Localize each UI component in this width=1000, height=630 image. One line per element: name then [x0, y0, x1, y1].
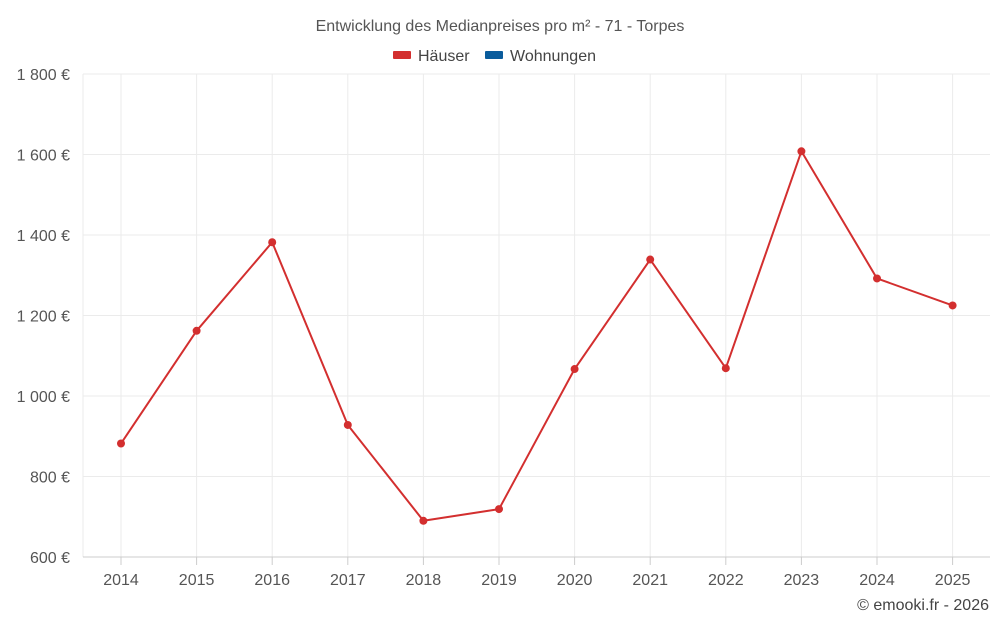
data-point-haeuser-2018[interactable] — [419, 516, 428, 525]
y-tick-label: 1 000 € — [17, 389, 70, 406]
data-point-haeuser-2020[interactable] — [570, 365, 579, 374]
data-point-haeuser-2021[interactable] — [646, 255, 655, 264]
data-point-haeuser-2019[interactable] — [495, 505, 503, 514]
data-point-haeuser-2022[interactable] — [721, 364, 730, 373]
x-tick-label: 2015 — [179, 572, 215, 589]
credit-text: © emooki.fr - 2026 — [857, 597, 989, 614]
legend-swatch-wohnungen[interactable] — [485, 51, 503, 59]
data-point-haeuser-2024[interactable] — [873, 274, 881, 283]
x-tick-label: 2019 — [481, 572, 517, 589]
y-tick-label: 600 € — [30, 550, 70, 567]
data-point-haeuser-2017[interactable] — [343, 420, 352, 429]
data-point-haeuser-2014[interactable] — [117, 439, 125, 448]
legend-label-wohnungen[interactable]: Wohnungen — [510, 48, 596, 65]
legend-swatch-haeuser[interactable] — [393, 51, 411, 59]
x-tick-label: 2016 — [254, 572, 290, 589]
x-tick-label: 2018 — [406, 572, 442, 589]
data-point-haeuser-2023[interactable] — [797, 147, 806, 156]
x-tick-label: 2017 — [330, 572, 366, 589]
data-point-haeuser-2016[interactable] — [268, 238, 277, 247]
x-tick-label: 2014 — [103, 572, 139, 589]
y-tick-label: 1 200 € — [17, 309, 70, 326]
axes: 600 € 800 € 1 000 € 1 200 € 1 400 € 1 600 € 1 … — [17, 67, 990, 589]
series-line-haeuser — [120, 150, 953, 522]
x-tick-label: 2021 — [632, 572, 668, 589]
y-tick-label: 1 600 € — [17, 148, 70, 165]
chart-title: Entwicklung des Medianpreises pro m² - 7… — [316, 18, 685, 35]
x-tick-label: 2023 — [784, 572, 820, 589]
legend-label-haeuser[interactable]: Häuser — [418, 48, 470, 65]
y-tick-label: 800 € — [30, 470, 70, 487]
data-point-haeuser-2025[interactable] — [948, 301, 957, 310]
x-tick-label: 2025 — [935, 572, 971, 589]
y-tick-label: 1 800 € — [17, 67, 70, 84]
x-tick-label: 2022 — [708, 572, 744, 589]
legend: Häuser Wohnungen — [393, 48, 596, 65]
y-tick-label: 1 400 € — [17, 228, 70, 245]
data-point-haeuser-2015[interactable] — [192, 326, 201, 335]
gridlines — [82, 73, 990, 557]
series-layer — [117, 147, 957, 525]
x-tick-label: 2024 — [859, 572, 895, 589]
x-tick-label: 2020 — [557, 572, 593, 589]
